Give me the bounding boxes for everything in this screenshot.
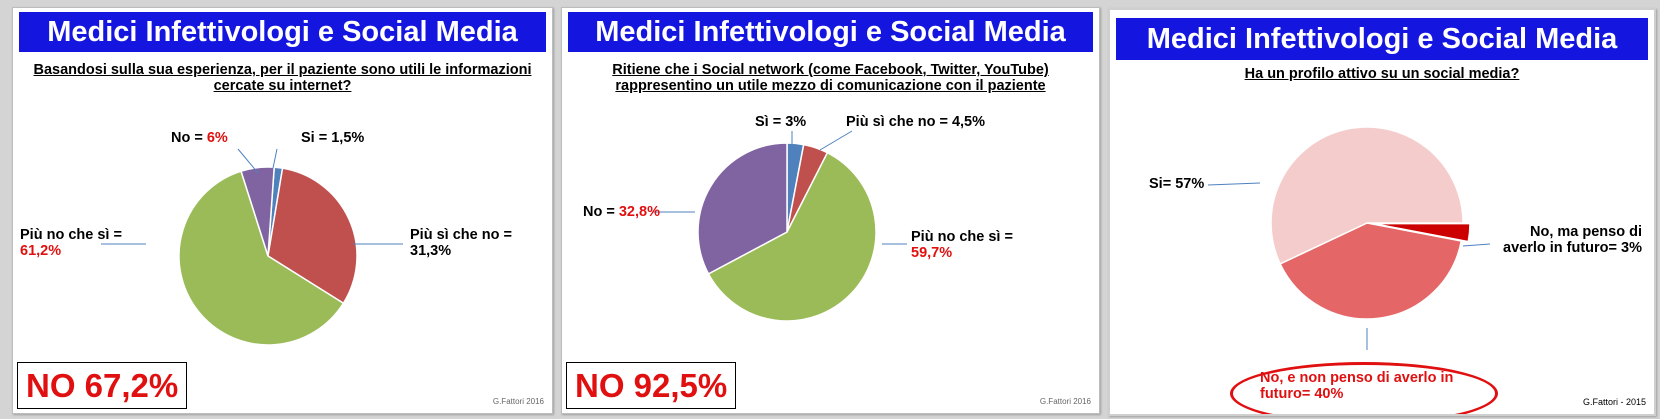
leader-line-1 <box>1207 182 1261 186</box>
label-piu-no-che-si: Più no che sì = 59,7% <box>911 229 1013 261</box>
credit: G.Fattori 2016 <box>492 397 544 406</box>
leader-line-1 <box>237 148 259 174</box>
slide-title: Medici Infettivologi e Social Media <box>568 12 1093 52</box>
pie-slice-4 <box>697 142 788 275</box>
pie-slice-2 <box>1279 222 1463 320</box>
pie-slice-4 <box>240 166 276 257</box>
label-si: Si= 57% <box>1149 176 1205 192</box>
label-no-ma-penso: No, ma penso di averlo in futuro= 3% <box>1503 224 1642 256</box>
pie-chart <box>652 130 907 322</box>
pie-slice-3 <box>1270 126 1464 265</box>
slide-internet-info: Medici Infettivologi e Social Media Basa… <box>12 7 553 414</box>
label-no: No = 6% <box>171 130 228 146</box>
slide-social-network-utility: Medici Infettivologi e Social Media Riti… <box>561 7 1100 414</box>
summary-box: NO 92,5% <box>566 362 737 409</box>
leader-line-2 <box>1462 243 1491 247</box>
label-si: Si = 1,5% <box>301 130 365 146</box>
highlight-oval <box>1230 362 1498 414</box>
slide-title: Medici Infettivologi e Social Media <box>19 12 546 52</box>
label-piu-si-che-no: Più sì che no = 4,5% <box>846 114 986 130</box>
summary-box: NO 67,2% <box>17 362 188 409</box>
label-si: Sì = 3% <box>755 114 807 130</box>
pie-chart <box>1207 126 1491 350</box>
label-no-non-penso: No, e non penso di averlo in futuro= 40% <box>1260 370 1454 402</box>
label-no: No = 32,8% <box>583 204 660 220</box>
credit: G.Fattori - 2015 <box>1582 397 1646 407</box>
pie-slice-3 <box>707 151 877 322</box>
question-text: Ha un profilo attivo su un social media? <box>1244 66 1520 82</box>
pie-chart <box>101 148 403 346</box>
credit: G.Fattori 2016 <box>1039 397 1091 406</box>
leader-line-2 <box>819 130 853 151</box>
question-text: Ritiene che i Social network (come Faceb… <box>612 62 1049 94</box>
label-piu-si-che-no: Più sì che no = 31,3% <box>410 227 512 259</box>
pie-slice-3 <box>178 170 345 346</box>
leader-line-2 <box>272 148 278 169</box>
slide-active-profile: Medici Infettivologi e Social Media Ha u… <box>1108 8 1656 416</box>
label-piu-no-che-si: Più no che sì = 61,2% <box>20 227 122 259</box>
slide-title: Medici Infettivologi e Social Media <box>1116 18 1648 60</box>
question-text: Basandosi sulla sua esperienza, per il p… <box>33 62 532 94</box>
